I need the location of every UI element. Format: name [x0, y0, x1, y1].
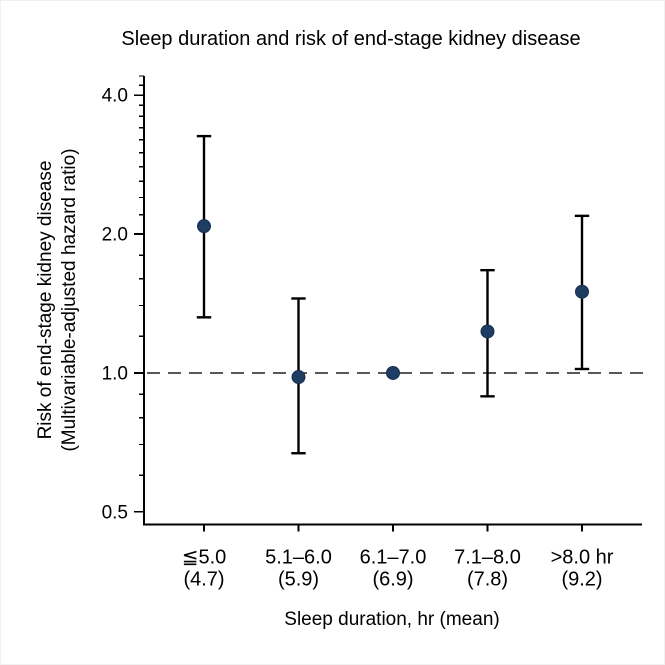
- x-tick-label-mean: (9.2): [561, 568, 602, 590]
- y-tick-label: 2.0: [102, 225, 128, 246]
- x-tick-label-mean: (4.7): [183, 568, 224, 590]
- x-tick-label-mean: (5.9): [278, 568, 319, 590]
- chart-title: Sleep duration and risk of end-stage kid…: [121, 28, 581, 50]
- x-tick-label-mean: (7.8): [467, 568, 508, 590]
- data-point-marker: [386, 365, 400, 380]
- x-tick-label-range: >8.0 hr: [551, 546, 614, 568]
- x-tick-label-range: 7.1–8.0: [454, 546, 521, 568]
- x-axis-title: Sleep duration, hr (mean): [284, 609, 500, 630]
- data-point-marker: [480, 324, 495, 339]
- data-point-marker: [575, 284, 589, 299]
- y-tick-label: 0.5: [102, 502, 128, 523]
- data-point-marker: [291, 370, 306, 385]
- y-tick-label: 1.0: [102, 363, 128, 384]
- x-tick-label-mean: (6.9): [372, 568, 413, 590]
- x-tick-label-range: 6.1–7.0: [360, 546, 427, 568]
- x-tick-label-range: 5.1–6.0: [265, 546, 332, 568]
- y-tick-label: 4.0: [102, 86, 128, 107]
- x-tick-label-range: ≦5.0: [182, 546, 227, 568]
- data-point-marker: [197, 219, 211, 234]
